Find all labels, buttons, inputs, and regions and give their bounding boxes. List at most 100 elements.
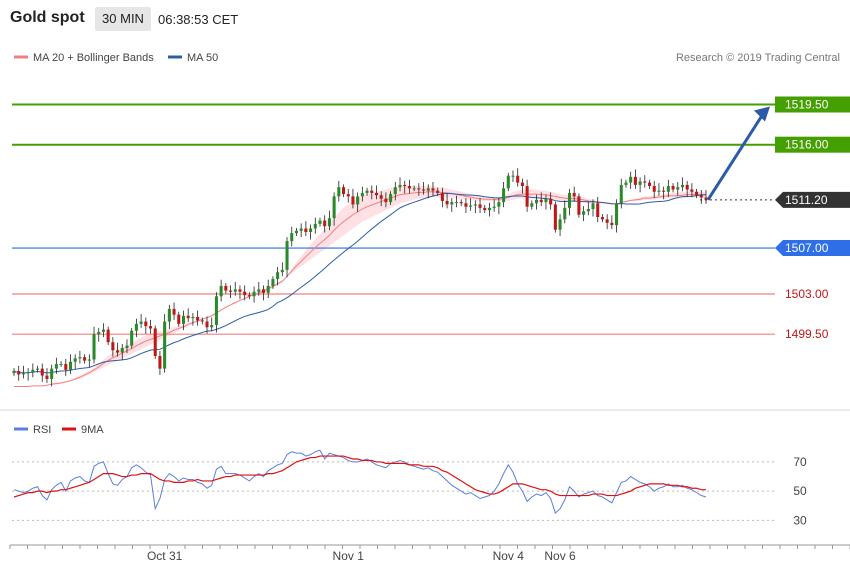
candle-body	[666, 186, 670, 192]
candle-body	[600, 217, 604, 220]
candle-body	[341, 187, 346, 195]
rsi-line	[13, 449, 707, 514]
level-label-resistance: 1516.00	[785, 138, 829, 152]
candle-body	[582, 211, 586, 215]
candle-body	[139, 321, 143, 324]
candle-body	[389, 194, 393, 203]
candle-body	[440, 192, 444, 201]
candle-body	[445, 200, 449, 205]
candle-body	[539, 199, 543, 203]
rsi-ma-line	[13, 455, 706, 498]
candle-body	[525, 186, 529, 207]
candle-body	[544, 198, 548, 203]
candle-body	[699, 195, 703, 198]
candle-body	[633, 176, 637, 185]
candle-body	[450, 202, 454, 205]
candle-body	[647, 182, 652, 187]
level-labels: 1519.50 1516.00 1511.20 1507.00 1503.00 1499.…	[775, 96, 850, 341]
candle-body	[257, 289, 261, 292]
copyright-text: Research © 2019 Trading Central	[676, 52, 840, 64]
candle-body	[511, 175, 515, 177]
candle-body	[276, 272, 280, 280]
candle-body	[125, 345, 129, 348]
candle-body	[271, 279, 275, 286]
candle-body	[214, 296, 218, 326]
candle-body	[304, 228, 308, 232]
candle-body	[657, 190, 661, 192]
candle-body	[68, 361, 73, 370]
candle-body	[422, 189, 426, 191]
candle-body	[464, 203, 468, 207]
level-label-resistance: 1519.50	[785, 97, 829, 111]
candle-body	[26, 372, 30, 374]
candle-body	[97, 331, 101, 335]
candle-body	[549, 198, 553, 205]
candle-body	[294, 230, 298, 234]
candle-body	[172, 308, 176, 315]
candle-body	[21, 373, 25, 375]
candle-body	[64, 364, 68, 370]
candle-body	[299, 228, 303, 231]
candle-body	[572, 192, 576, 197]
instrument-title: Gold spot	[10, 9, 85, 26]
candle-body	[73, 358, 77, 362]
time-axis-labels: Oct 31 Nov 1 Nov 4 Nov 6	[9, 545, 850, 563]
timestamp: 06:38:53 CET	[158, 12, 239, 27]
candle-body	[40, 368, 44, 376]
candle-body	[629, 176, 633, 183]
candle-body	[181, 315, 185, 324]
candle-body	[407, 186, 411, 189]
forecast-arrow-head	[754, 106, 770, 122]
candle-body	[615, 203, 619, 226]
level-label-last: 1511.20	[785, 193, 828, 207]
timeframe-button[interactable]: 30 MIN	[95, 7, 151, 31]
candle-body	[280, 269, 284, 273]
forecast-arrow-shaft	[706, 111, 766, 201]
candle-body	[393, 187, 397, 195]
candle-body	[205, 321, 209, 328]
candle-body	[671, 186, 675, 190]
candle-body	[247, 295, 251, 297]
ma50-line	[13, 192, 707, 374]
ma20-legend-label: MA 20 + Bollinger Bands	[33, 52, 154, 64]
candle-body	[78, 357, 82, 359]
candle-body	[586, 209, 590, 212]
candle-body	[323, 220, 327, 227]
level-label-support: 1503.00	[785, 287, 829, 301]
candle-body	[130, 330, 134, 346]
level-label-pivot: 1507.00	[785, 241, 829, 255]
forecast-arrow	[706, 106, 770, 201]
candle-body	[59, 364, 63, 366]
candle-body	[346, 194, 350, 197]
candle-body	[591, 203, 595, 210]
candle-body	[120, 347, 124, 353]
candle-body	[483, 207, 487, 211]
candle-body	[261, 289, 266, 293]
candle-body	[619, 184, 623, 204]
rsi-panel: 70 50 30	[12, 449, 807, 527]
candle-body	[478, 204, 482, 208]
candle-body	[567, 192, 572, 208]
candle-body	[652, 186, 656, 192]
candle-body	[624, 182, 628, 185]
candle-body	[191, 316, 195, 319]
candle-body	[487, 207, 491, 211]
chart-header: Gold spot 30 MIN 06:38:53 CET	[0, 0, 850, 38]
candle-body	[530, 203, 534, 207]
candle-body	[370, 190, 374, 193]
candle-body	[50, 368, 54, 379]
candle-body	[233, 289, 237, 292]
candle-body	[417, 188, 421, 190]
candle-body	[337, 187, 341, 197]
level-label-support: 1499.50	[785, 327, 829, 341]
candle-body	[238, 289, 242, 292]
candle-body	[290, 233, 294, 242]
candle-body	[31, 369, 35, 373]
candle-body	[12, 370, 16, 374]
candle-body	[327, 218, 331, 227]
candle-body	[558, 219, 562, 230]
level-label-bg	[775, 240, 850, 257]
candle-body	[36, 368, 40, 370]
candle-body	[356, 196, 360, 205]
